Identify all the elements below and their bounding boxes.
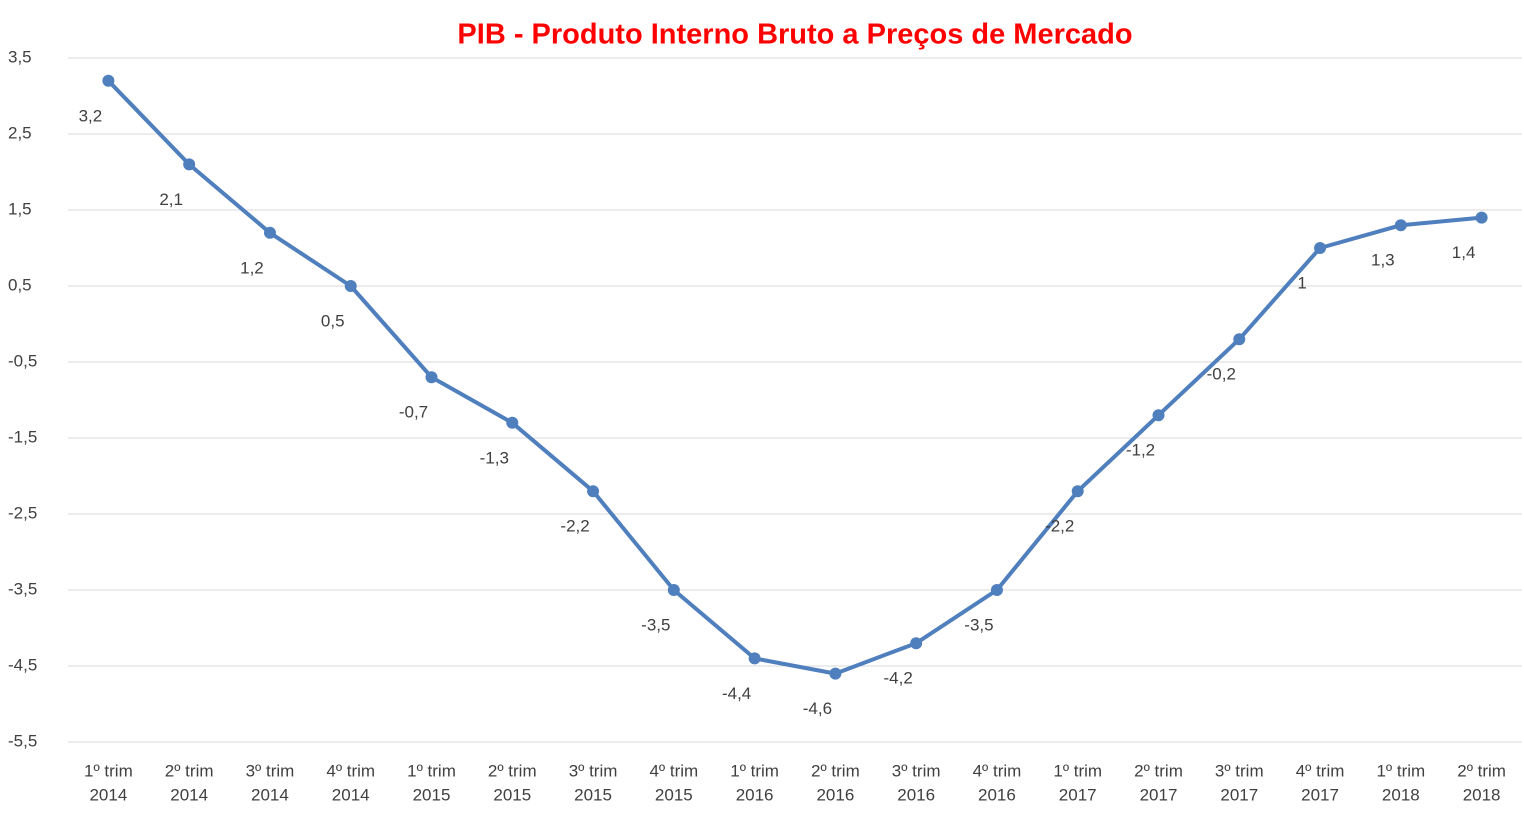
point [425, 371, 438, 384]
x-tick-label: 2015 [493, 785, 531, 804]
y-tick-label: 2,5 [8, 123, 32, 142]
x-tick-label: 2º trim [1134, 761, 1183, 780]
x-tick-label: 3º trim [1215, 761, 1264, 780]
y-tick-label: -3,5 [8, 579, 37, 598]
data-label: 1,2 [240, 258, 264, 277]
x-tick-label: 2016 [978, 785, 1016, 804]
y-tick-label: -4,5 [8, 655, 37, 674]
data-label: -0,7 [399, 403, 428, 422]
y-tick-label: 1,5 [8, 199, 32, 218]
x-tick-label: 1º trim [1376, 761, 1425, 780]
x-tick-label: 2014 [251, 785, 289, 804]
chart-title: PIB - Produto Interno Bruto a Preços de … [457, 19, 1132, 51]
x-tick-label: 1º trim [730, 761, 779, 780]
point [829, 667, 842, 680]
point [587, 485, 600, 498]
x-tick-label: 2016 [816, 785, 854, 804]
y-tick-label: -1,5 [8, 427, 37, 446]
y-tick-label: -0,5 [8, 351, 37, 370]
x-tick-label: 1º trim [407, 761, 456, 780]
point [506, 416, 519, 429]
x-tick-label: 2014 [170, 785, 208, 804]
x-tick-label: 2018 [1463, 785, 1501, 804]
x-tick-label: 2º trim [488, 761, 537, 780]
x-tick-label: 2º trim [811, 761, 860, 780]
data-label: -1,3 [480, 448, 509, 467]
x-tick-label: 2º trim [165, 761, 214, 780]
x-tick-label: 2017 [1140, 785, 1178, 804]
point [1233, 333, 1246, 346]
y-tick-label: -2,5 [8, 503, 37, 522]
x-tick-label: 2017 [1220, 785, 1258, 804]
point [1071, 485, 1084, 498]
point [667, 584, 680, 596]
x-tick-label: 1º trim [1053, 761, 1102, 780]
data-label: 0,5 [321, 311, 345, 330]
point [1475, 211, 1488, 224]
y-tick-label: -5,5 [8, 731, 37, 750]
data-label: -2,2 [1045, 517, 1074, 536]
x-tick-label: 2015 [413, 785, 451, 804]
x-tick-label: 2014 [332, 785, 370, 804]
data-label: -4,6 [803, 699, 832, 718]
x-tick-label: 2º trim [1457, 761, 1506, 780]
x-tick-label: 4º trim [973, 761, 1022, 780]
x-tick-label: 3º trim [892, 761, 941, 780]
x-tick-label: 2017 [1059, 785, 1097, 804]
data-label: 3,2 [79, 106, 103, 125]
point [344, 280, 357, 292]
point [748, 652, 761, 665]
point [102, 74, 115, 87]
x-tick-label: 2015 [655, 785, 693, 804]
point [183, 158, 196, 171]
y-tick-label: 0,5 [8, 275, 32, 294]
y-tick-label: 3,5 [8, 47, 32, 66]
point [990, 584, 1003, 596]
x-tick-label: 2015 [574, 785, 612, 804]
x-tick-label: 2016 [736, 785, 774, 804]
data-label: 1,3 [1371, 251, 1395, 270]
point [1314, 242, 1327, 254]
x-tick-label: 4º trim [326, 761, 375, 780]
data-label: -3,5 [964, 615, 993, 634]
data-label: -4,4 [722, 684, 751, 703]
data-label: 1,4 [1452, 243, 1476, 262]
line [106, 79, 1482, 676]
data-label: 2,1 [159, 190, 183, 209]
data-label: -2,2 [560, 517, 589, 536]
point [1152, 409, 1165, 422]
x-tick-label: 3º trim [246, 761, 295, 780]
data-label: -4,2 [884, 669, 913, 688]
data-label: -0,2 [1207, 365, 1236, 384]
x-tick-label: 3º trim [569, 761, 618, 780]
x-tick-label: 2016 [897, 785, 935, 804]
x-tick-label: 1º trim [84, 761, 133, 780]
point [910, 637, 923, 650]
x-tick-label: 4º trim [1296, 761, 1345, 780]
data-label: -3,5 [641, 615, 670, 634]
data-label: 1 [1297, 273, 1306, 292]
x-tick-label: 2018 [1382, 785, 1420, 804]
data-label: -1,2 [1126, 441, 1155, 460]
x-tick-label: 2014 [89, 785, 127, 804]
x-tick-label: 4º trim [649, 761, 698, 780]
point [1394, 219, 1407, 232]
point [263, 226, 276, 239]
x-tick-label: 2017 [1301, 785, 1339, 804]
